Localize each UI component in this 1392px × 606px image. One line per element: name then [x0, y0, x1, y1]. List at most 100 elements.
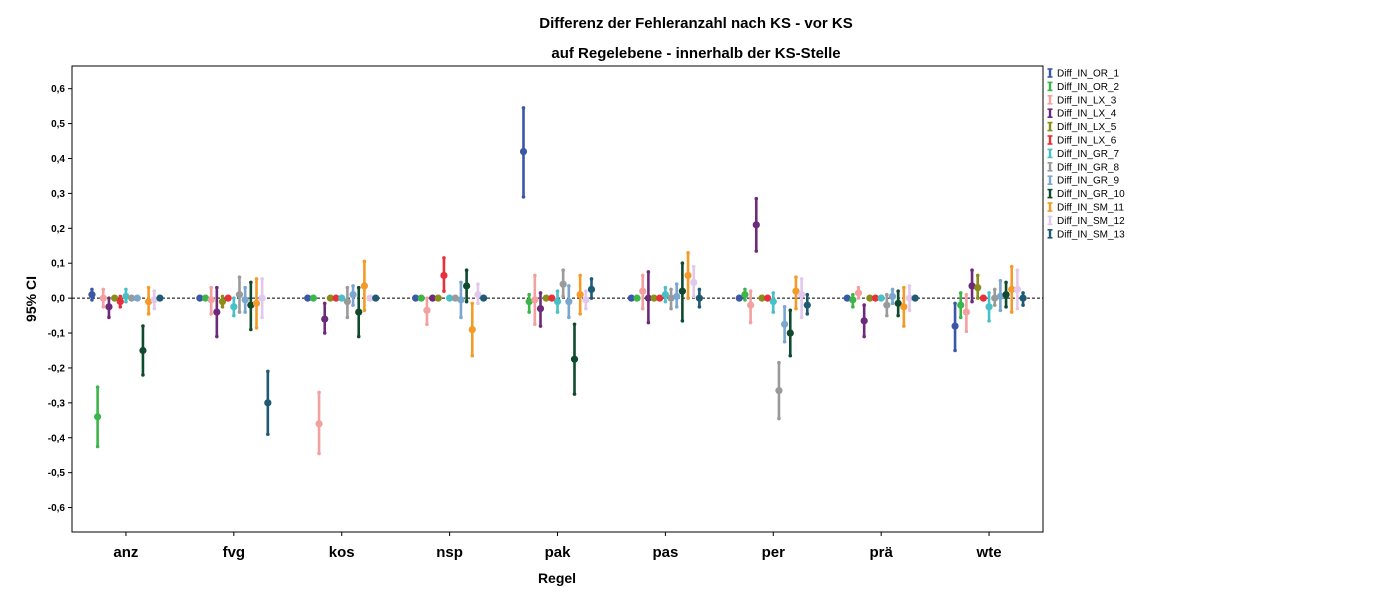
- series-Diff_IN_SM_12: [150, 264, 1021, 320]
- mean-point: [627, 294, 635, 302]
- y-axis: -0,6 -0,5 -0,4 -0,3 -0,2 -0,1 0,0 0,1 0,2 0,3 0,4 0…: [48, 84, 72, 514]
- mean-point: [781, 320, 789, 328]
- mean-point: [366, 294, 374, 302]
- error-bar-cap-upper: [249, 280, 253, 285]
- error-bar-cap-upper: [851, 292, 855, 297]
- mean-point: [559, 280, 567, 288]
- x-axis-label: Regel: [538, 570, 576, 586]
- error-bar-cap-lower: [975, 296, 980, 300]
- error-bar-cap-lower: [663, 299, 668, 304]
- error-bar-cap-lower: [782, 339, 787, 344]
- y-tick-label: -0,1: [48, 329, 66, 340]
- mean-point: [355, 308, 363, 316]
- mean-point: [343, 298, 351, 306]
- error-bar-cap-upper: [584, 289, 588, 293]
- error-bar-cap-upper: [362, 259, 367, 264]
- y-tick-label: -0,2: [48, 363, 66, 374]
- error-bar-cap-upper: [266, 369, 270, 374]
- mean-point: [451, 294, 459, 302]
- error-bar-cap-lower: [669, 306, 673, 311]
- error-bar-cap-upper: [794, 275, 798, 279]
- error-bar-cap-lower: [215, 334, 219, 339]
- error-bar-cap-upper: [697, 287, 702, 292]
- error-bar-cap-upper: [209, 285, 213, 290]
- mean-point: [769, 298, 777, 306]
- series-Diff_IN_LX_5: [111, 273, 982, 309]
- mean-point: [224, 294, 232, 302]
- error-bar-cap-upper: [118, 294, 123, 299]
- error-bar-cap-lower: [317, 451, 321, 456]
- legend-item: Diff_IN_SM_13: [1047, 229, 1125, 240]
- error-bar-cap-upper: [691, 264, 696, 269]
- mean-point: [974, 284, 982, 292]
- error-bar-cap-upper: [243, 285, 247, 290]
- error-bar-cap-lower: [1009, 310, 1014, 314]
- error-bar-series: [88, 106, 1027, 456]
- mean-point: [661, 291, 669, 299]
- y-tick-label: -0,3: [48, 398, 66, 409]
- mean-point: [849, 296, 857, 304]
- mean-point: [105, 303, 113, 311]
- error-bar-cap-upper: [646, 270, 651, 274]
- error-bar-cap-upper: [101, 287, 106, 292]
- mean-point: [88, 291, 96, 299]
- error-bar-cap-lower: [345, 315, 350, 320]
- error-bar-cap-upper: [254, 277, 259, 281]
- error-bar-cap-lower: [885, 313, 889, 318]
- error-bar-cap-upper: [589, 277, 594, 281]
- mean-point: [866, 294, 874, 302]
- error-bar-cap-lower: [249, 327, 253, 332]
- error-bar-cap-upper: [975, 273, 980, 278]
- error-bar-cap-lower: [958, 315, 963, 320]
- error-bar-cap-upper: [998, 278, 1003, 283]
- error-bar-cap-lower: [777, 416, 781, 421]
- mean-point: [145, 298, 153, 306]
- y-tick-label: 0,5: [51, 119, 65, 130]
- mean-point: [230, 303, 238, 311]
- error-bar-cap-lower: [788, 353, 793, 358]
- error-bar-cap-upper: [788, 308, 793, 313]
- mean-point: [996, 292, 1004, 300]
- legend-item: Diff_IN_LX_4: [1047, 108, 1117, 120]
- error-bar-cap-lower: [584, 306, 588, 311]
- error-bar-cap-lower: [442, 289, 446, 293]
- mean-point: [122, 292, 130, 300]
- mean-point: [519, 147, 528, 156]
- error-bar-cap-lower: [1004, 305, 1008, 309]
- mean-point: [656, 294, 664, 302]
- error-bar-cap-upper: [90, 287, 94, 292]
- error-bar-cap-upper: [561, 268, 565, 273]
- error-bar-cap-upper: [958, 291, 963, 295]
- error-bar-cap-upper: [459, 280, 463, 285]
- error-bar-cap-lower: [964, 329, 969, 334]
- error-bar-cap-lower: [992, 303, 997, 307]
- error-bar-cap-upper: [567, 284, 571, 288]
- legend-item: Diff_IN_OR_2: [1047, 81, 1120, 93]
- error-bar-cap-lower: [220, 305, 225, 309]
- error-bar-cap-lower: [141, 373, 145, 377]
- error-bar-cap-lower: [146, 312, 151, 316]
- error-bar-cap-upper: [862, 303, 866, 307]
- error-bar-cap-lower: [356, 334, 361, 339]
- x-axis: anz fvg kos nsp pak pas per prä wte: [113, 532, 1002, 561]
- error-bar-cap-lower: [351, 303, 355, 307]
- y-tick-label: -0,4: [48, 433, 66, 444]
- series-Diff_IN_OR_1: [88, 106, 959, 353]
- x-tick-label: per: [762, 544, 786, 561]
- error-bar-cap-upper: [470, 301, 475, 306]
- error-bar-cap-upper: [686, 250, 690, 255]
- mean-point: [463, 282, 471, 290]
- legend-item: Diff_IN_GR_9: [1047, 175, 1120, 187]
- error-bar-cap-lower: [856, 296, 861, 300]
- error-bar-cap-lower: [254, 325, 259, 330]
- mean-point: [871, 294, 880, 302]
- mean-point: [1013, 285, 1021, 294]
- x-tick-label: anz: [113, 544, 138, 561]
- error-bar-cap-lower: [232, 313, 236, 318]
- mean-point: [570, 355, 579, 363]
- mean-point: [309, 294, 317, 302]
- mean-point: [979, 294, 987, 302]
- error-bar-cap-upper: [970, 268, 974, 273]
- x-tick-label: pak: [545, 544, 572, 561]
